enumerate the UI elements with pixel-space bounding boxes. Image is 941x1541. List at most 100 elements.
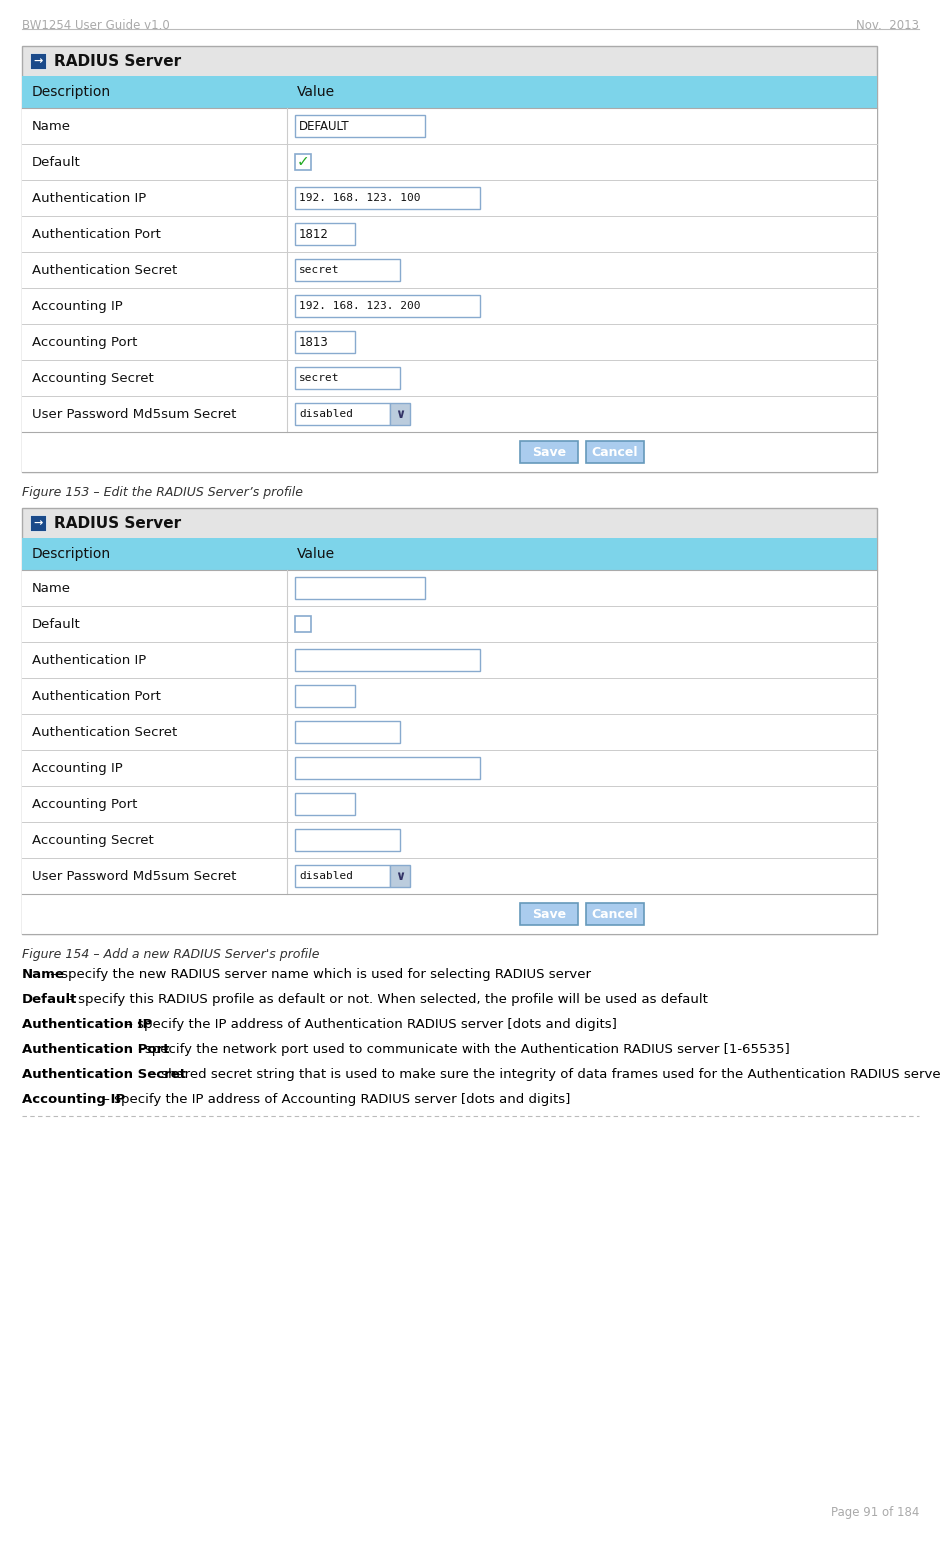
Text: Authentication IP: Authentication IP — [32, 191, 146, 205]
Bar — [295, 404, 390, 425]
Bar — [22, 216, 877, 253]
Text: Figure 154 – Add a new RADIUS Server's profile: Figure 154 – Add a new RADIUS Server's p… — [22, 948, 320, 962]
Text: secret: secret — [299, 265, 340, 274]
Text: Save: Save — [532, 908, 566, 920]
Bar — [22, 431, 877, 472]
Text: Authentication IP: Authentication IP — [22, 1019, 152, 1031]
Text: Accounting IP: Accounting IP — [32, 299, 122, 313]
Bar — [295, 576, 425, 599]
Bar — [30, 515, 46, 532]
Text: – specify the IP address of Authentication RADIUS server [dots and digits]: – specify the IP address of Authenticati… — [122, 1019, 617, 1031]
Text: Accounting Secret: Accounting Secret — [32, 371, 153, 385]
Text: –specify the network port used to communicate with the Authentication RADIUS ser: –specify the network port used to commun… — [134, 1043, 789, 1056]
Bar — [520, 441, 578, 462]
Bar — [295, 259, 400, 280]
Bar — [22, 858, 877, 894]
Bar — [520, 903, 578, 925]
Bar — [22, 713, 877, 750]
Text: Figure 153 – Edit the RADIUS Server’s profile: Figure 153 – Edit the RADIUS Server’s pr… — [22, 485, 303, 499]
Text: secret: secret — [299, 373, 340, 384]
Text: – specify the new RADIUS server name which is used for selecting RADIUS server: – specify the new RADIUS server name whi… — [45, 968, 591, 982]
Text: Accounting Secret: Accounting Secret — [32, 834, 153, 846]
Bar — [295, 294, 480, 317]
Text: ∨: ∨ — [395, 869, 405, 883]
Bar — [586, 441, 644, 462]
Text: →: → — [33, 518, 42, 529]
Bar — [22, 678, 877, 713]
Text: →: → — [33, 55, 42, 66]
Text: RADIUS Server: RADIUS Server — [54, 516, 181, 530]
Bar — [22, 180, 877, 216]
Text: User Password Md5sum Secret: User Password Md5sum Secret — [32, 869, 236, 883]
Text: disabled: disabled — [299, 408, 353, 419]
Bar — [295, 331, 355, 353]
Bar — [295, 367, 400, 388]
Text: Authentication Secret: Authentication Secret — [32, 264, 177, 276]
Bar — [295, 154, 311, 170]
Bar — [295, 116, 425, 137]
Text: Name: Name — [32, 120, 71, 133]
Text: Value: Value — [297, 547, 335, 561]
Text: Accounting IP: Accounting IP — [22, 1093, 125, 1106]
Text: Default: Default — [32, 156, 81, 168]
Bar — [295, 686, 355, 707]
Text: User Password Md5sum Secret: User Password Md5sum Secret — [32, 407, 236, 421]
Text: Authentication Port: Authentication Port — [32, 689, 161, 703]
Bar — [22, 606, 877, 643]
Bar — [295, 794, 355, 815]
Text: Cancel: Cancel — [592, 445, 638, 459]
Text: Save: Save — [532, 445, 566, 459]
Text: disabled: disabled — [299, 871, 353, 881]
Bar — [390, 404, 410, 425]
Text: 1813: 1813 — [299, 336, 328, 348]
Text: ∨: ∨ — [395, 407, 405, 421]
Bar — [22, 821, 877, 858]
Text: Accounting Port: Accounting Port — [32, 336, 137, 348]
Text: – specify the IP address of Accounting RADIUS server [dots and digits]: – specify the IP address of Accounting R… — [99, 1093, 570, 1106]
Text: Authentication IP: Authentication IP — [32, 653, 146, 667]
Bar — [586, 903, 644, 925]
Text: Accounting IP: Accounting IP — [32, 761, 122, 775]
Text: Authentication Port: Authentication Port — [22, 1043, 169, 1056]
Text: Cancel: Cancel — [592, 908, 638, 920]
Text: ✓: ✓ — [296, 154, 310, 170]
Bar — [22, 253, 877, 288]
Text: Authentication Port: Authentication Port — [32, 228, 161, 240]
Text: Default: Default — [32, 618, 81, 630]
Text: BW1254 User Guide v1.0: BW1254 User Guide v1.0 — [22, 18, 169, 32]
Bar — [22, 324, 877, 361]
Text: Value: Value — [297, 85, 335, 99]
Bar — [22, 76, 877, 108]
Bar — [22, 108, 877, 143]
Bar — [295, 865, 390, 888]
Bar — [22, 396, 877, 431]
Text: – specify this RADIUS profile as default or not. When selected, the profile will: – specify this RADIUS profile as default… — [63, 992, 709, 1006]
Bar — [295, 616, 311, 632]
Text: 192. 168. 123. 200: 192. 168. 123. 200 — [299, 300, 421, 311]
Text: Name: Name — [22, 968, 65, 982]
Bar — [22, 570, 877, 606]
Bar — [22, 643, 877, 678]
Bar — [295, 721, 400, 743]
Text: Authentication Secret: Authentication Secret — [22, 1068, 186, 1080]
Text: DEFAULT: DEFAULT — [299, 120, 350, 133]
Bar — [22, 894, 877, 934]
Text: 192. 168. 123. 100: 192. 168. 123. 100 — [299, 193, 421, 203]
Bar — [22, 143, 877, 180]
Text: – shared secret string that is used to make sure the integrity of data frames us: – shared secret string that is used to m… — [146, 1068, 941, 1080]
Text: RADIUS Server: RADIUS Server — [54, 54, 181, 68]
Text: Authentication Secret: Authentication Secret — [32, 726, 177, 738]
Text: Default: Default — [22, 992, 77, 1006]
Bar — [30, 52, 46, 69]
Text: Description: Description — [32, 85, 111, 99]
Bar — [22, 288, 877, 324]
Bar — [295, 223, 355, 245]
Text: 1812: 1812 — [299, 228, 328, 240]
Bar — [295, 649, 480, 670]
Text: Description: Description — [32, 547, 111, 561]
Bar — [295, 829, 400, 851]
Bar — [22, 786, 877, 821]
Text: Nov.  2013: Nov. 2013 — [856, 18, 919, 32]
Text: Accounting Port: Accounting Port — [32, 798, 137, 811]
Bar — [22, 538, 877, 570]
